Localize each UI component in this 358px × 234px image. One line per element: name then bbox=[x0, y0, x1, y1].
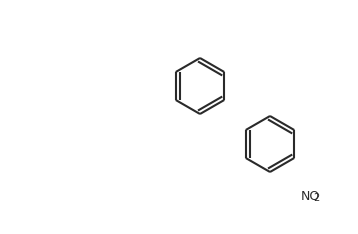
Text: 2: 2 bbox=[313, 193, 319, 203]
Text: NO: NO bbox=[300, 190, 320, 202]
